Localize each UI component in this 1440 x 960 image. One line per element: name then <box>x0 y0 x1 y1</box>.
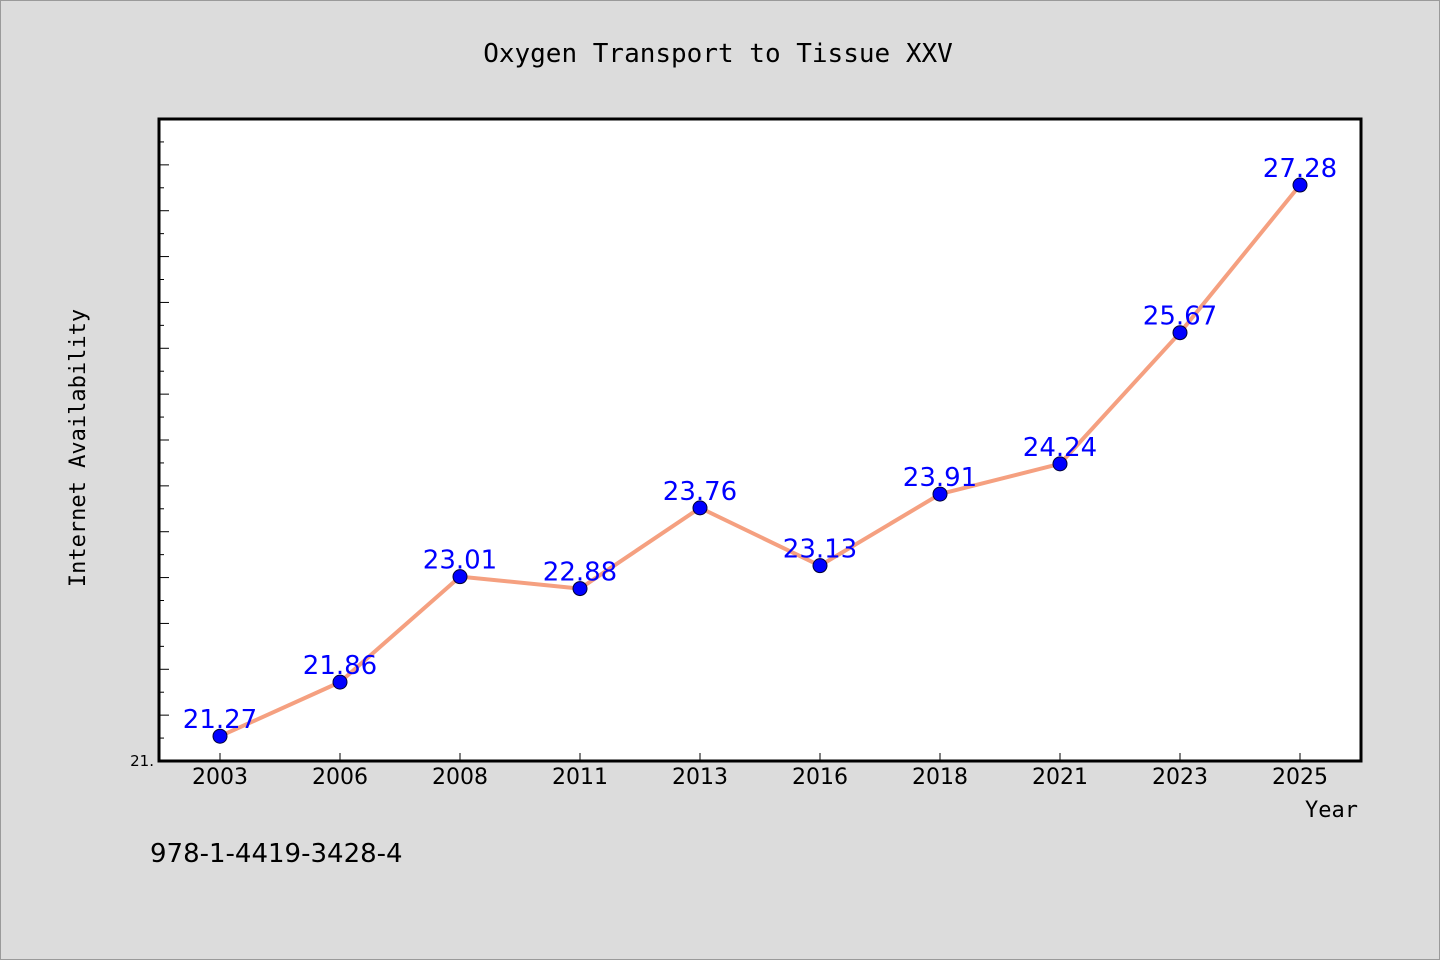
y-tick-label: 21. <box>130 752 154 770</box>
x-tick-label-2023: 2023 <box>1152 765 1208 790</box>
series-line-group: 21.27 21.86 23.01 22.88 23.76 23.13 23.91 24.24… <box>183 154 1337 744</box>
y-axis-ticks <box>159 118 169 762</box>
data-label-2021: 24.24 <box>1023 433 1097 463</box>
x-tick-label-2021: 2021 <box>1032 765 1088 790</box>
data-point-2006 <box>332 674 348 690</box>
x-tick-label-2013: 2013 <box>672 765 728 790</box>
data-point-2011 <box>572 581 588 597</box>
chart-title: Oxygen Transport to Tissue XXV <box>483 39 953 69</box>
data-label-2003: 21.27 <box>183 705 257 735</box>
data-label-2013: 23.76 <box>663 477 737 507</box>
plot-area <box>157 117 1363 763</box>
y-axis-label: Internet Availability <box>66 309 91 587</box>
x-tick-label-2016: 2016 <box>792 765 848 790</box>
data-label-2008: 23.01 <box>423 546 497 576</box>
x-tick-label-2011: 2011 <box>552 765 608 790</box>
x-tick-label-2018: 2018 <box>912 765 968 790</box>
data-point-2016 <box>812 558 828 574</box>
x-tick-labels: 2003 2006 2008 2011 2013 2016 2018 2021 2023 2025 <box>192 753 1328 790</box>
x-tick-label-2003: 2003 <box>192 765 248 790</box>
data-point-2021 <box>1052 456 1068 472</box>
series-line <box>219 183 1302 739</box>
x-tick-label-2025: 2025 <box>1272 765 1328 790</box>
x-axis-label: Year <box>1305 798 1358 823</box>
data-point-2013 <box>692 500 708 516</box>
data-point-2008 <box>452 569 468 585</box>
data-point-2025 <box>1292 177 1308 193</box>
data-point-2003 <box>212 728 228 744</box>
data-label-2025: 27.28 <box>1263 154 1337 184</box>
data-point-2023 <box>1172 325 1188 341</box>
data-label-2006: 21.86 <box>303 651 377 681</box>
data-label-2016: 23.13 <box>783 535 857 565</box>
data-label-2023: 25.67 <box>1143 302 1217 332</box>
data-point-2018 <box>932 486 948 502</box>
x-tick-label-2006: 2006 <box>312 765 368 790</box>
data-label-2011: 22.88 <box>543 558 617 588</box>
data-label-2018: 23.91 <box>903 463 977 493</box>
footnote: 978-1-4419-3428-4 <box>150 839 403 869</box>
x-tick-label-2008: 2008 <box>432 765 488 790</box>
